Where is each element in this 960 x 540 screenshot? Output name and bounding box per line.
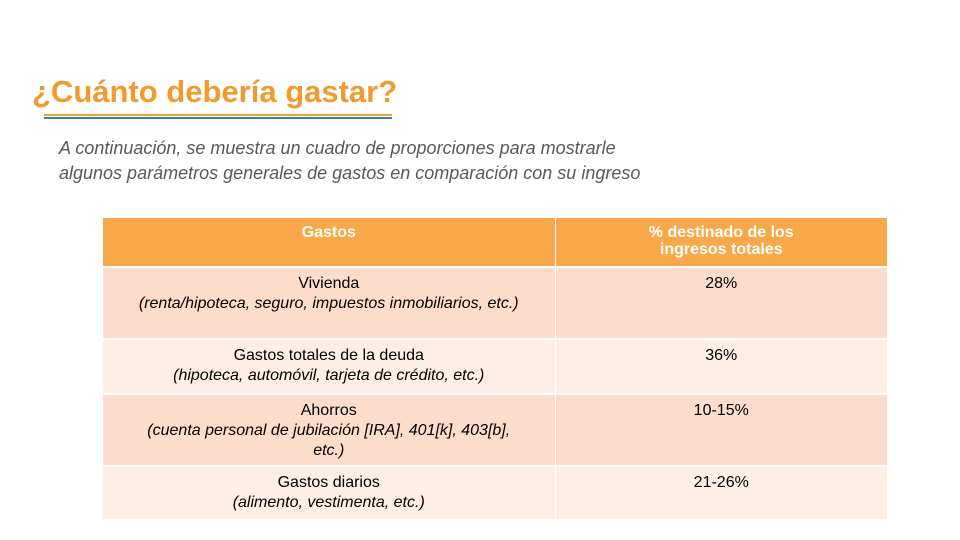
spending-ratio-table: Gastos % destinado de los ingresos total… — [103, 218, 887, 521]
underline-orange-bar — [44, 114, 392, 116]
table-header-row: Gastos % destinado de los ingresos total… — [103, 218, 887, 268]
table-row: Gastos totales de la deuda (hipoteca, au… — [103, 339, 887, 395]
expense-name: Ahorros — [300, 402, 357, 419]
expense-detail: (cuenta personal de jubilación [IRA], 40… — [147, 422, 511, 459]
header-percent-income: % destinado de los ingresos totales — [555, 218, 887, 268]
expense-name: Gastos diarios — [277, 474, 380, 491]
percent-cell: 21-26% — [555, 466, 887, 521]
underline-teal-bar — [44, 117, 392, 119]
table-row: Ahorros (cuenta personal de jubilación [… — [103, 394, 887, 467]
title-underline — [44, 114, 392, 119]
slide-title: ¿Cuánto debería gastar? — [32, 74, 398, 109]
header-percent-income-text: % destinado de los ingresos totales — [648, 224, 794, 258]
expense-detail: (alimento, vestimenta, etc.) — [232, 494, 425, 511]
percent-cell: 36% — [555, 339, 887, 395]
table-row: Vivienda (renta/hipoteca, seguro, impues… — [103, 267, 887, 340]
expense-detail: (renta/hipoteca, seguro, impuestos inmob… — [138, 295, 519, 312]
header-expenses: Gastos — [103, 218, 556, 268]
expense-cell: Vivienda (renta/hipoteca, seguro, impues… — [103, 267, 556, 340]
expense-detail: (hipoteca, automóvil, tarjeta de crédito… — [173, 367, 485, 384]
expense-name: Gastos totales de la deuda — [233, 347, 424, 364]
expense-name: Vivienda — [298, 275, 360, 292]
percent-cell: 28% — [555, 267, 887, 340]
subtitle-line: A continuación, se muestra un cuadro de … — [59, 138, 616, 158]
expense-cell: Gastos diarios (alimento, vestimenta, et… — [103, 466, 556, 521]
slide-subtitle: A continuación, se muestra un cuadro de … — [59, 136, 779, 186]
subtitle-line: algunos parámetros generales de gastos e… — [59, 163, 641, 183]
expense-cell: Ahorros (cuenta personal de jubilación [… — [103, 394, 556, 467]
percent-cell: 10-15% — [555, 394, 887, 467]
table-row: Gastos diarios (alimento, vestimenta, et… — [103, 466, 887, 521]
expense-cell: Gastos totales de la deuda (hipoteca, au… — [103, 339, 556, 395]
